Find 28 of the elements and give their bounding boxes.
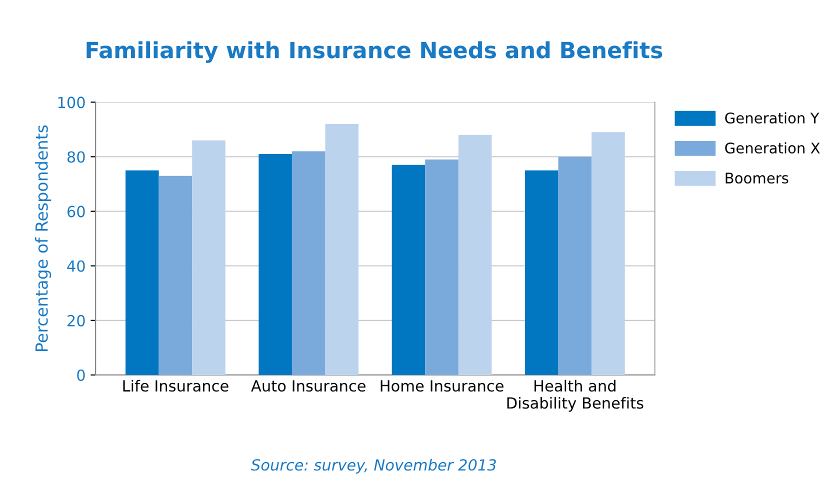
x-tick-label: Home Insurance (380, 380, 504, 392)
bar (392, 164, 426, 375)
legend-label: Generation Y (725, 112, 820, 124)
bar (592, 132, 625, 375)
bar (525, 170, 558, 375)
y-tick-label: 60 (67, 206, 85, 218)
y-tick-label: 0 (77, 369, 85, 381)
bar (126, 170, 159, 375)
y-tick-label: 80 (67, 151, 85, 163)
x-tick-label: Health and Disability Benefits (507, 380, 644, 412)
x-tick-label: Life Insurance (123, 380, 228, 392)
legend-label: Boomers (726, 172, 788, 184)
bar (258, 154, 292, 375)
legend-label: Generation X (725, 142, 820, 154)
bar (558, 156, 592, 375)
bar (325, 124, 359, 375)
bar (192, 140, 226, 375)
bar (425, 159, 458, 375)
y-tick-label: 100 (58, 96, 85, 108)
source-note: Source: survey, November 2013 (251, 458, 496, 474)
x-tick-label: Auto Insurance (251, 380, 366, 392)
chart-title: Familiarity with Insurance Needs and Benefits (86, 41, 662, 63)
y-axis-title: Percentage of Respondents (34, 125, 52, 352)
bar (158, 176, 192, 375)
bar (458, 134, 492, 375)
y-tick-label: 40 (67, 260, 85, 272)
bar (292, 151, 326, 375)
y-tick-label: 20 (68, 314, 85, 326)
